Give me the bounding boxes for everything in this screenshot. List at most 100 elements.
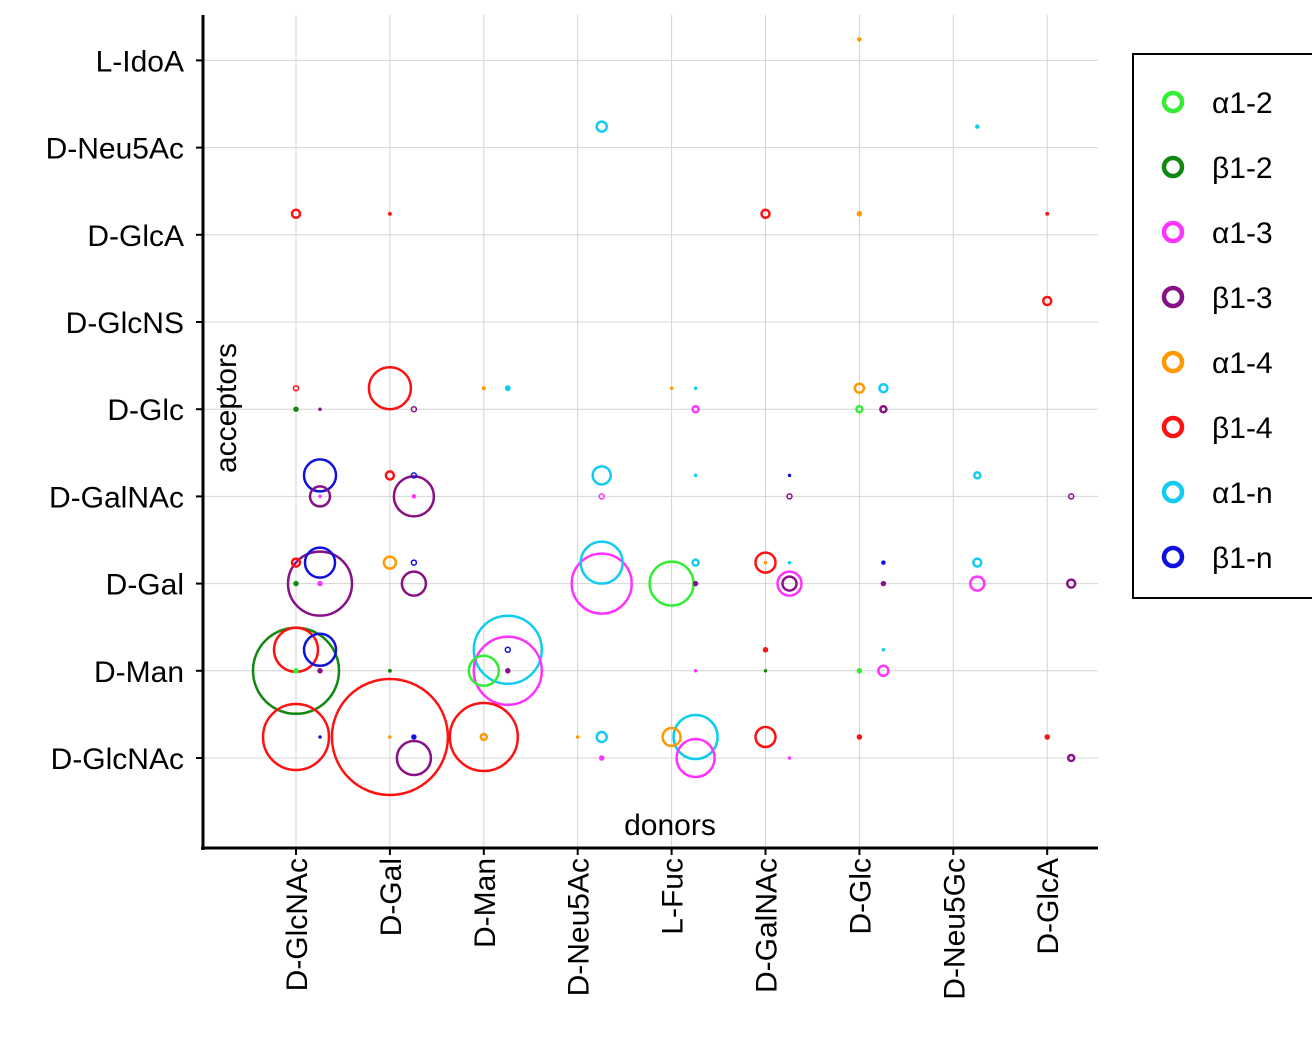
bubble-d-neu5ac-d-gal-1-3 [570,552,633,615]
bubble-d-glc-d-glc-1-3 [879,404,888,414]
bubble-d-neu5ac-d-glcnac-1-3 [598,755,605,761]
bubble-l-fuc-d-gal-1-3 [692,580,699,587]
bubble-d-gal-d-gal-1-3 [400,570,428,597]
bubble-d-galnac-d-glcnac-1-4 [754,725,777,749]
legend-label-1-2: β1-2 [1212,152,1273,185]
legend-label-1-3: α1-3 [1212,217,1273,250]
bubble-d-galnac-d-gal-1-3 [776,570,803,597]
bubble-d-glcnac-d-glcnac-1-4 [261,702,331,772]
bubble-l-fuc-d-glc-1-4 [669,386,674,390]
bubble-d-glc-d-man-1-3 [877,664,890,678]
bubble-d-galnac-d-gal-1-4 [763,560,768,565]
bubble-l-fuc-d-man-1-3 [693,669,698,673]
grid-lines [203,15,1098,848]
bubble-d-gal-d-glcnac-1-n [411,734,417,740]
bubble-d-man-d-glc-1-4 [481,386,486,391]
bubble-d-galnac-d-glca-1-4 [760,208,771,220]
x-tick-label-d-neu5ac: D-Neu5Ac [563,858,596,996]
bubble-d-neu5ac-d-gal-1-n [579,540,624,585]
x-tick-label-d-glc: D-Glc [844,858,877,935]
legend-label-1-n: α1-n [1212,477,1273,510]
y-tick-labels: D-GlcNAc D-Man D-Gal D-GalNAc D-Glc D-GlcNS D-… [46,45,184,776]
bubble-d-glc-d-gal-1-n [881,560,886,565]
bubble-d-glcnac-d-gal-1-3 [317,580,323,587]
x-tick-label-d-gal: D-Gal [375,858,408,936]
bubble-d-glcnac-d-man-1-n [302,632,338,668]
bubble-l-fuc-d-glcnac-1-3 [675,737,716,779]
bubble-d-glca-d-glcnac-1-3 [1066,753,1076,763]
bubble-points [251,37,1077,797]
bubble-d-gal-d-glcnac-1-4 [388,735,392,739]
y-tick-label-d-glcns: D-GlcNS [66,307,184,340]
bubble-l-fuc-d-glcnac-1-4 [661,726,682,748]
y-tick-label-d-neu5ac: D-Neu5Ac [46,133,184,166]
bubble-d-glcnac-d-glca-1-4 [290,208,302,220]
bubble-d-glcnac-d-gal-1-4 [290,557,302,568]
bubble-d-glcnac-d-glc-1-2 [293,406,299,412]
bubble-d-neu5ac-d-neu5ac-1-n [595,120,608,133]
bubble-l-fuc-d-galnac-1-n [693,473,698,478]
x-tick-label-l-fuc: L-Fuc [657,858,690,935]
bubble-d-glc-l-idoa-1-4 [857,37,862,42]
bubble-d-glca-d-glca-1-4 [1045,211,1050,216]
bubble-d-man-d-glc-1-n [504,385,511,392]
bubble-d-neu5gc-d-gal-1-3 [969,575,986,592]
bubble-d-glca-d-gal-1-3 [1065,578,1077,589]
bubble-d-man-d-glcnac-1-4 [479,732,489,742]
bubble-d-glc-d-glc-1-2 [855,404,864,414]
y-tick-label-d-glca: D-GlcA [87,220,184,253]
bubble-d-gal-d-galnac-1-3 [392,475,436,518]
bubble-l-fuc-d-glcnac-1-n [672,713,719,761]
legend-marker-1-4 [1161,350,1185,374]
bubble-d-glcnac-d-galnac-1-n [302,458,338,493]
bubble-d-man-d-man-1-n [504,646,512,654]
legend-box [1132,53,1312,599]
bubble-d-gal-d-glc-1-3 [410,405,418,413]
legend-label-1-3: β1-3 [1212,282,1273,315]
bubble-d-man-d-man-1-2 [467,654,501,688]
bubble-d-gal-d-glca-1-4 [387,211,392,216]
bubble-d-man-d-man-1-3 [472,635,544,707]
bubble-d-glcnac-d-gal-1-n [303,546,337,579]
y-tick-label-d-gal: D-Gal [106,569,184,602]
legend-marker-1-4 [1161,415,1185,439]
bubble-d-man-d-man-1-3 [505,668,511,674]
bubble-d-glcnac-d-man-1-3 [317,668,323,674]
bubble-d-galnac-d-gal-1-4 [754,551,777,574]
x-tick-label-d-glcnac: D-GlcNAc [281,858,314,991]
bubble-d-galnac-d-gal-1-n [787,560,792,565]
legend-marker-1-3 [1161,220,1185,244]
bubble-d-man-d-glcnac-1-4 [448,701,520,773]
bubble-d-neu5gc-d-galnac-1-n [973,471,982,480]
bubble-d-glcnac-d-glc-1-3 [318,407,322,411]
bubble-d-gal-d-galnac-1-3 [411,494,417,499]
x-tick-label-d-galnac: D-GalNAc [751,858,784,993]
bubble-d-neu5ac-d-galnac-1-n [591,465,612,486]
bubble-l-fuc-d-glc-1-3 [691,404,700,414]
x-tick-labels: D-GlcNAc D-Gal D-Man D-Neu5Ac L-Fuc D-GalNAc D… [281,858,1065,1000]
bubble-d-glc-d-man-1-n [881,648,886,652]
bubble-l-fuc-d-glc-1-n [693,386,698,390]
bubble-d-glcnac-d-gal-1-2 [293,580,299,587]
y-tick-label-d-galnac: D-GalNAc [49,481,184,514]
bubble-d-gal-d-glcnac-1-3 [395,739,433,777]
bubble-d-glcnac-d-glc-1-4 [292,384,300,392]
bubble-d-glc-d-glc-1-4 [853,382,866,394]
legend-label-1-n: β1-n [1212,542,1273,575]
bubble-d-glc-d-glcnac-1-4 [856,734,863,740]
bubble-d-glca-d-glcnac-1-4 [1044,734,1050,740]
legend-marker-1-2 [1161,90,1185,114]
bubble-d-galnac-d-glcnac-1-3 [787,756,792,760]
bubble-d-neu5gc-d-neu5ac-1-n [975,124,980,129]
bubble-l-fuc-d-gal-1-n [691,558,700,567]
x-tick-label-d-glca: D-GlcA [1032,858,1065,955]
bubble-d-glc-d-glc-1-n [878,382,889,394]
legend-label-1-4: α1-4 [1212,347,1273,380]
bubble-d-glcnac-d-galnac-1-3 [308,485,332,508]
x-tick-label-d-man: D-Man [469,858,502,948]
y-tick-label-l-idoa: L-IdoA [96,45,184,78]
bubble-d-glcnac-d-glcnac-1-n [318,735,322,739]
bubble-d-galnac-d-galnac-1-n [787,473,792,478]
bubble-d-gal-d-glcnac-1-4 [330,677,450,797]
